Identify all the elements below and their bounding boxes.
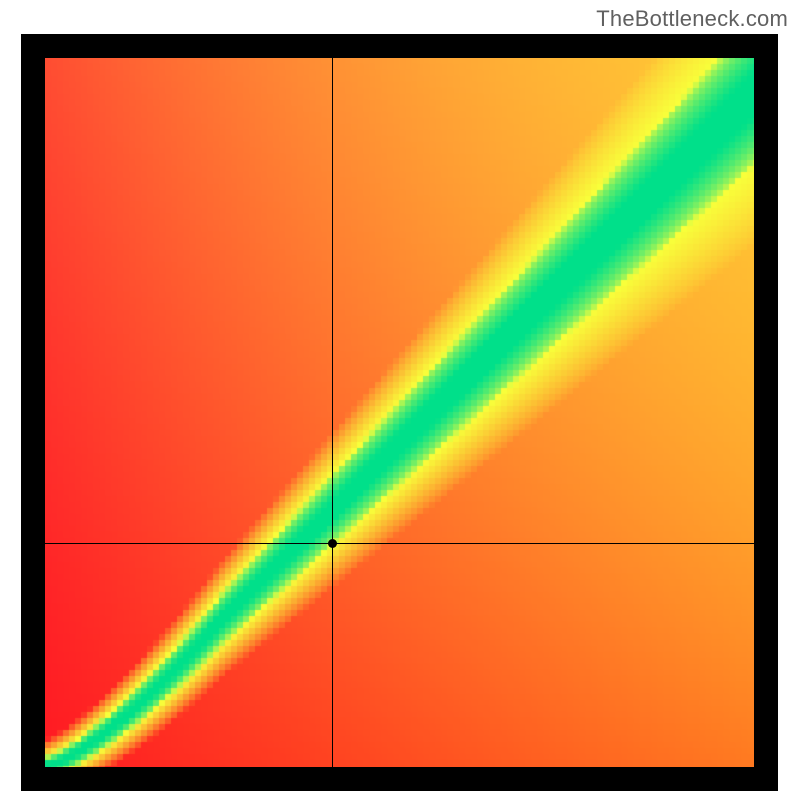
heatmap-plot xyxy=(45,58,754,767)
chart-container: TheBottleneck.com xyxy=(0,0,800,800)
crosshair-horizontal xyxy=(45,543,754,544)
crosshair-marker xyxy=(328,539,337,548)
plot-frame xyxy=(21,34,778,791)
watermark-text: TheBottleneck.com xyxy=(596,6,788,32)
heatmap-canvas xyxy=(45,58,754,767)
crosshair-vertical xyxy=(332,58,333,767)
